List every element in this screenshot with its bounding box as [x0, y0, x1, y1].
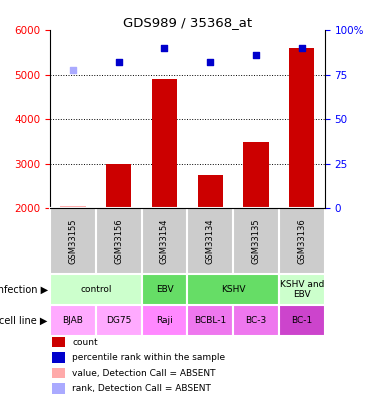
Text: control: control [80, 285, 112, 294]
Point [207, 58, 213, 65]
Text: rank, Detection Call = ABSENT: rank, Detection Call = ABSENT [72, 384, 211, 393]
Bar [187, 274, 279, 305]
Text: KSHV and
EBV: KSHV and EBV [280, 280, 324, 299]
Text: GSM33135: GSM33135 [252, 218, 260, 264]
Bar [187, 305, 233, 336]
Text: BC-1: BC-1 [291, 316, 312, 325]
Bar [279, 305, 325, 336]
Bar [106, 164, 131, 209]
Bar [96, 305, 142, 336]
Bar [233, 305, 279, 336]
Text: cell line ▶: cell line ▶ [0, 315, 48, 326]
Text: count: count [72, 338, 98, 347]
Title: GDS989 / 35368_at: GDS989 / 35368_at [123, 16, 252, 29]
Text: Raji: Raji [156, 316, 173, 325]
Point [70, 67, 76, 74]
Text: KSHV: KSHV [221, 285, 245, 294]
Bar [50, 305, 96, 336]
Text: BCBL-1: BCBL-1 [194, 316, 226, 325]
Text: GSM33154: GSM33154 [160, 219, 169, 264]
Bar [50, 274, 142, 305]
Text: GSM33155: GSM33155 [69, 219, 78, 264]
Text: EBV: EBV [156, 285, 173, 294]
Bar [243, 142, 269, 209]
Bar [142, 274, 187, 305]
Text: percentile rank within the sample: percentile rank within the sample [72, 353, 226, 362]
Point [116, 58, 122, 65]
Point [161, 45, 167, 51]
Text: GSM33156: GSM33156 [114, 218, 123, 264]
Bar [60, 206, 86, 209]
Text: infection ▶: infection ▶ [0, 285, 48, 294]
Bar [289, 48, 314, 209]
Bar [142, 305, 187, 336]
Text: DG75: DG75 [106, 316, 131, 325]
Text: GSM33136: GSM33136 [297, 218, 306, 264]
Text: BC-3: BC-3 [245, 316, 267, 325]
Text: GSM33134: GSM33134 [206, 218, 215, 264]
Point [299, 45, 305, 51]
Bar [279, 274, 325, 305]
Point [253, 51, 259, 58]
Text: value, Detection Call = ABSENT: value, Detection Call = ABSENT [72, 369, 216, 377]
Text: BJAB: BJAB [63, 316, 83, 325]
Bar [152, 79, 177, 209]
Bar [198, 175, 223, 209]
